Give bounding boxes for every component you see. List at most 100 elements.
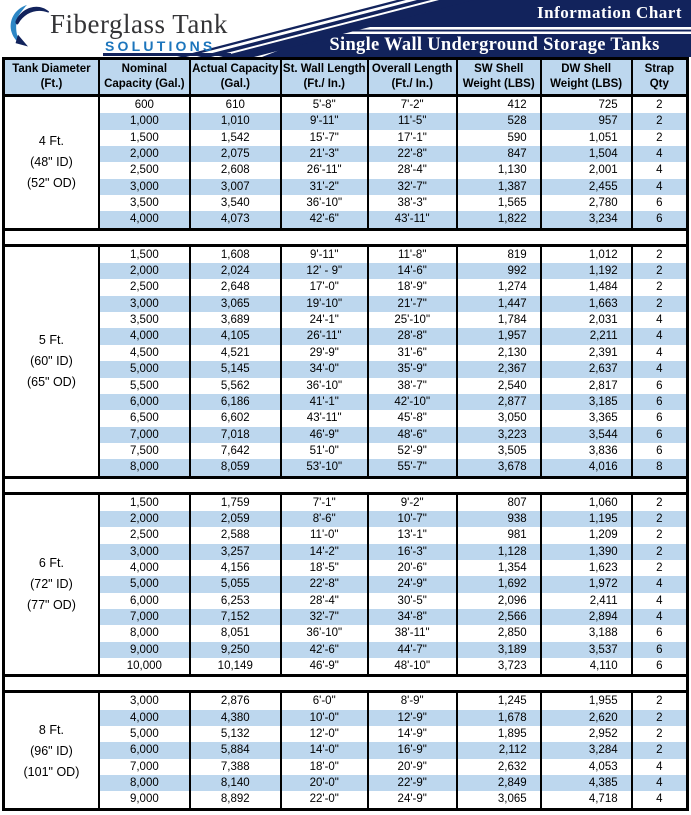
column-header-line: Weight (LBS) bbox=[462, 78, 535, 90]
cell-sw-shell-weight: 2,877 bbox=[457, 393, 542, 411]
cell-actual-capacity: 7,642 bbox=[191, 442, 282, 460]
cell-overall-length: 14'-6" bbox=[368, 263, 458, 280]
table-header-row: Tank Diameter (Ft.) Nominal Capacity (Gal.)… bbox=[5, 60, 686, 94]
cell-strap-qty: 6 bbox=[656, 627, 663, 640]
diameter-label: 4 Ft. (48" ID) (52" OD) bbox=[5, 97, 100, 228]
cell-overall-length: 28'-8" bbox=[368, 328, 458, 345]
cell-nominal-capacity: 4,000 bbox=[100, 559, 191, 577]
cell-dw-shell-weight: 2,031 bbox=[542, 312, 633, 329]
cell-strap-qty: 2 bbox=[656, 529, 663, 542]
cell-st-wall-length: 36'-10" bbox=[282, 625, 369, 642]
diameter-label-line: 8 Ft. bbox=[38, 722, 64, 737]
cell-dw-shell-weight: 957 bbox=[541, 113, 633, 130]
cell-actual-capacity: 1,759 bbox=[191, 494, 282, 511]
cell-nominal-capacity: 5,500 bbox=[100, 377, 191, 394]
cell-dw-shell-weight: 1,484 bbox=[542, 279, 633, 296]
cell-nominal-capacity: 2,000 bbox=[99, 146, 191, 163]
cell-nominal-capacity: 5,000 bbox=[100, 726, 191, 743]
cell-overall-length: 48'-10" bbox=[369, 658, 458, 675]
cell-actual-capacity: 2,648 bbox=[191, 279, 282, 296]
cell-sw-shell-weight: 981 bbox=[458, 527, 542, 544]
cell-sw-shell-weight: 847 bbox=[457, 146, 542, 163]
cell-sw-shell-weight: 3,678 bbox=[457, 459, 542, 476]
cell-nominal-capacity: 2,500 bbox=[100, 527, 191, 544]
cell-actual-capacity: 4,156 bbox=[191, 559, 282, 577]
cell-sw-shell-weight: 2,632 bbox=[458, 758, 542, 776]
cell-sw-shell-weight: 2,849 bbox=[457, 775, 542, 792]
cell-actual-capacity: 4,073 bbox=[190, 211, 282, 228]
header-bands-and-stripes-graphic bbox=[177, 0, 691, 57]
cell-st-wall-length: 14'-2" bbox=[281, 543, 369, 560]
cell-sw-shell-weight: 1,895 bbox=[458, 726, 542, 743]
cell-overall-length: 8'-9" bbox=[369, 693, 458, 710]
cell-dw-shell-weight: 3,544 bbox=[541, 426, 633, 443]
column-header-line: (Ft./ In.) bbox=[391, 78, 433, 90]
cell-actual-capacity: 8,892 bbox=[191, 791, 282, 808]
cell-overall-length: 48'-6" bbox=[368, 426, 458, 443]
cell-actual-capacity: 10,149 bbox=[191, 658, 282, 675]
cell-st-wall-length: 10'-0" bbox=[281, 709, 369, 727]
cell-sw-shell-weight: 3,050 bbox=[458, 410, 542, 427]
cell-strap-qty: 2 bbox=[656, 728, 663, 741]
cell-actual-capacity: 1,542 bbox=[191, 129, 282, 147]
column-header-strap-qty: Strap Qty bbox=[633, 60, 686, 94]
cell-sw-shell-weight: 1,130 bbox=[458, 162, 542, 179]
cell-st-wall-length: 15'-7" bbox=[282, 129, 369, 147]
column-header-actual-capacity: Actual Capacity (Gal.) bbox=[191, 60, 282, 94]
cell-overall-length: 25'-10" bbox=[369, 312, 458, 329]
cell-st-wall-length: 9'-11" bbox=[282, 246, 369, 264]
cell-actual-capacity: 8,059 bbox=[190, 459, 282, 476]
brand-subtitle: SOLUTIONS bbox=[105, 38, 216, 54]
cell-dw-shell-weight: 2,894 bbox=[541, 608, 633, 626]
cell-actual-capacity: 6,253 bbox=[191, 592, 282, 609]
cell-strap-qty: 2 bbox=[632, 113, 686, 130]
cell-nominal-capacity: 2,000 bbox=[99, 263, 191, 280]
cell-actual-capacity: 5,562 bbox=[191, 377, 282, 394]
cell-dw-shell-weight: 1,195 bbox=[541, 510, 633, 528]
tank-spec-table: Tank Diameter (Ft.) Nominal Capacity (Gal.)… bbox=[2, 57, 689, 811]
cell-dw-shell-weight: 1,623 bbox=[542, 559, 633, 577]
cell-dw-shell-weight: 3,188 bbox=[542, 625, 633, 642]
cell-strap-qty: 4 bbox=[632, 576, 686, 593]
column-header-line: (Ft.) bbox=[40, 78, 63, 90]
column-header-overall-length: Overall Length (Ft./ In.) bbox=[369, 60, 458, 94]
cell-overall-length: 18'-9" bbox=[369, 279, 458, 296]
cell-sw-shell-weight: 1,957 bbox=[457, 328, 542, 345]
tank-section-4-ft: 4 Ft. (48" ID) (52" OD) 600 610 5'-8" 7'-2" 412… bbox=[5, 94, 686, 231]
cell-strap-qty: 4 bbox=[632, 608, 686, 626]
cell-dw-shell-weight: 2,620 bbox=[541, 709, 633, 727]
cell-overall-length: 22'-9" bbox=[368, 775, 458, 792]
cell-actual-capacity: 5,055 bbox=[190, 576, 282, 593]
cell-st-wall-length: 18'-5" bbox=[282, 559, 369, 577]
cell-overall-length: 21'-7" bbox=[368, 295, 458, 313]
cell-overall-length: 28'-4" bbox=[369, 162, 458, 179]
cell-nominal-capacity: 8,000 bbox=[99, 775, 191, 792]
cell-overall-length: 22'-8" bbox=[368, 146, 458, 163]
cell-actual-capacity: 6,186 bbox=[190, 393, 282, 411]
cell-st-wall-length: 11'-0" bbox=[282, 527, 369, 544]
cell-st-wall-length: 18'-0" bbox=[282, 758, 369, 776]
cell-overall-length: 17'-1" bbox=[369, 129, 458, 147]
cell-dw-shell-weight: 3,234 bbox=[541, 211, 633, 228]
cell-overall-length: 20'-6" bbox=[369, 559, 458, 577]
cell-actual-capacity: 7,152 bbox=[190, 608, 282, 626]
cell-overall-length: 34'-8" bbox=[368, 608, 458, 626]
column-header-line: Actual Capacity bbox=[192, 62, 279, 75]
cell-sw-shell-weight: 1,447 bbox=[457, 295, 542, 313]
header-title: Information Chart bbox=[537, 3, 682, 22]
column-header-line: DW Shell bbox=[561, 62, 612, 75]
cell-st-wall-length: 32'-7" bbox=[281, 608, 369, 626]
brand-underline bbox=[103, 53, 231, 56]
cell-nominal-capacity: 4,000 bbox=[99, 211, 191, 228]
diameter-label-line: (48" ID) bbox=[30, 155, 73, 170]
cell-st-wall-length: 12'-0" bbox=[282, 726, 369, 743]
header-subtitle: Single Wall Underground Storage Tanks bbox=[329, 34, 660, 55]
cell-sw-shell-weight: 3,065 bbox=[458, 791, 542, 808]
cell-st-wall-length: 26'-11" bbox=[282, 162, 369, 179]
cell-nominal-capacity: 4,000 bbox=[99, 328, 191, 345]
masthead: Fiberglass Tank SOLUTIONS Information Ch… bbox=[0, 0, 691, 57]
cell-strap-qty: 2 bbox=[632, 543, 686, 560]
cell-actual-capacity: 3,065 bbox=[190, 295, 282, 313]
cell-dw-shell-weight: 3,284 bbox=[541, 742, 633, 759]
column-header-line: Strap Qty bbox=[644, 62, 674, 90]
